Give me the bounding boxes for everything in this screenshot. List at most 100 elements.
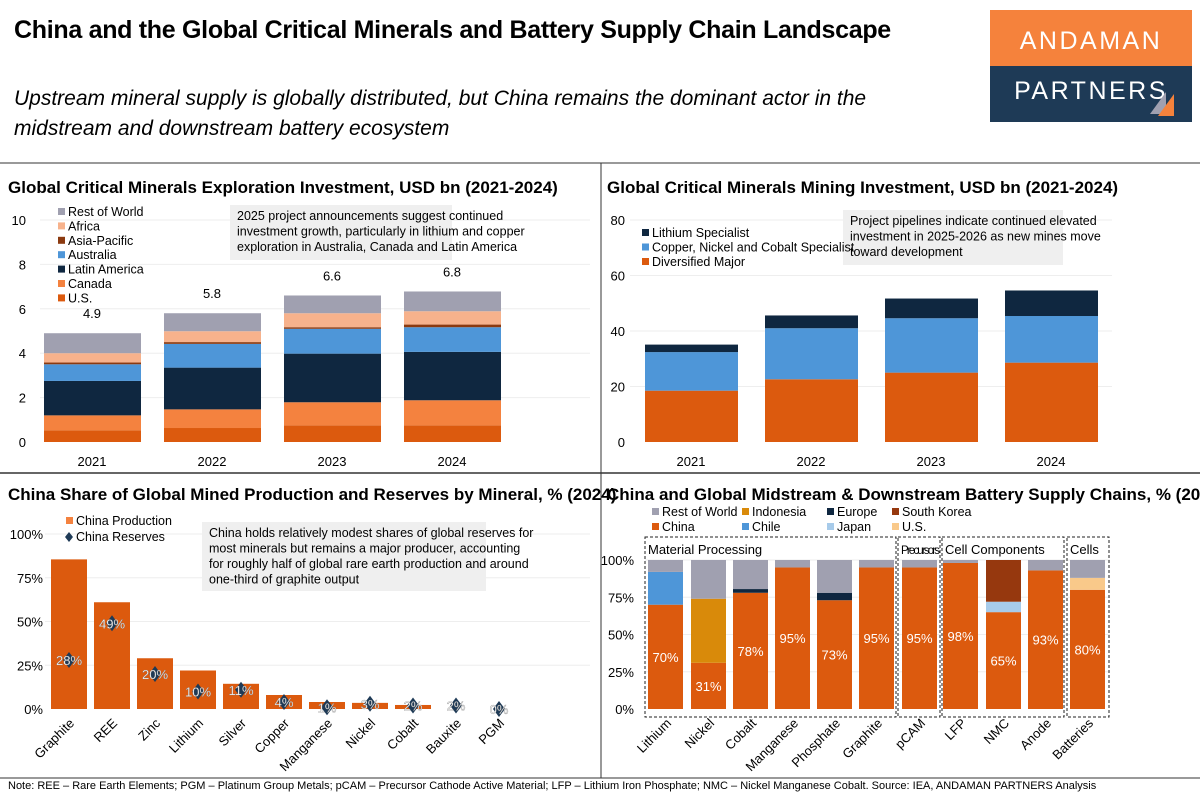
legend-swatch [66,517,73,524]
x-tick-label: 2021 [677,454,706,469]
total-label: 6.6 [323,268,341,283]
china-share-label: 78% [737,644,763,659]
bar-segment-africa [284,313,381,328]
bar-segment-australia [164,343,261,368]
x-tick-label: Copper [251,715,292,756]
legend-swatch [742,508,749,515]
bar-segment-africa [44,353,141,363]
annotation-text: 2025 project announcements suggest conti… [237,209,503,223]
reserves-label: 0% [490,702,509,717]
bar-segment-china [775,567,810,709]
china-share-label: 93% [1032,633,1058,648]
bar-segment-china [817,600,852,709]
x-tick-label: Bauxite [423,716,464,757]
annotation-box [843,210,1063,265]
legend-swatch [58,294,65,302]
reserves-label: 10% [185,685,211,700]
reserves-diamond [63,652,75,668]
x-tick-label: Graphite [31,716,77,762]
bar-segment-asia-pacific [44,362,141,365]
bar-segment-rest-of-world [648,560,683,572]
bar-segment-asia-pacific [284,327,381,329]
x-tick-label: 2022 [797,454,826,469]
group-label: Material Processing [648,542,762,557]
reserves-diamond [149,666,161,682]
annotation-text: one-third of graphite output [209,573,360,587]
x-tick-label: Lithium [166,716,206,756]
bar-segment-lithium-specialist [765,315,858,329]
y-tick-label: 50% [608,628,634,643]
chart4-battery-supply: 0% 25% 50% 75% 100% 70% Lithium 31% Nickel 78% Cob… [601,505,1110,774]
reserves-label: 2% [447,699,466,714]
x-tick-label: LFP [942,716,969,743]
legend-label: South Korea [902,505,972,519]
legend-swatch [58,265,65,273]
bar-segment-rest-of-world [859,560,894,568]
legend-label: Diversified Major [652,255,745,269]
china-share-label: 95% [906,631,932,646]
x-tick-label: 2021 [78,454,107,469]
bar-segment-rest-of-world [404,291,501,312]
bar-segment-u-s- [284,425,381,442]
bar-segment-rest-of-world [775,560,810,568]
annotation-text: most minerals but remains a major produc… [209,542,520,556]
bar-segment-australia [404,327,501,352]
bar-segment-japan [986,601,1021,613]
bar-segment-australia [284,328,381,354]
china-share-label: 95% [863,631,889,646]
bar-segment-africa [404,311,501,325]
bar-segment-south-korea [986,560,1021,602]
x-tick-label: Cobalt [384,715,421,752]
bar-segment-asia-pacific [404,324,501,328]
x-tick-label: NMC [981,716,1013,748]
x-tick-label: Nickel [342,715,378,751]
legend-label: U.S. [68,291,92,305]
x-tick-label: Lithium [634,716,674,756]
y-tick-label: 8 [19,257,26,272]
legend-label: China [662,520,695,534]
x-tick-label: 2022 [198,454,227,469]
annotation-text: toward development [850,245,963,259]
group-box [897,536,941,718]
bar-segment-u-s- [1070,577,1105,590]
legend-swatch [827,508,834,515]
x-tick-label: pCAM [892,716,928,752]
x-tick-label: REE [91,715,121,745]
x-tick-label: 2024 [1037,454,1066,469]
x-tick-label: Zinc [135,715,163,743]
y-tick-label: 100% [601,553,635,568]
chart2-title: Global Critical Minerals Mining Investme… [607,178,1118,197]
chart3-title: China Share of Global Mined Production a… [8,485,616,504]
china-share-label: 73% [821,648,847,663]
legend-label: China Production [76,514,172,528]
bar-segment-diversified-major [645,390,738,442]
reserves-label: 3% [361,697,380,712]
chart2-mining: 0 20 40 60 80 Project pipelines indicate cont… [611,210,1112,469]
y-tick-label: 75% [17,571,43,586]
y-tick-label: 40 [611,324,625,339]
bar-segment-china [859,567,894,709]
legend-diamond [65,532,73,542]
reserves-label: 4% [275,695,294,710]
bar-segment-china [1070,589,1105,709]
reserves-diamond [321,699,333,716]
bar-segment-asia-pacific [164,342,261,344]
x-tick-label: Anode [1017,716,1054,753]
legend-label: Chile [752,520,781,534]
y-tick-label: 25% [608,665,634,680]
legend-label: Lithium Specialist [652,226,750,240]
annotation-text: Project pipelines indicate continued ele… [850,214,1097,228]
chart1-exploration: 0 2 4 6 8 10 2025 project announcements sugges… [12,205,590,469]
y-tick-label: 80 [611,213,625,228]
bar-segment-china [648,604,683,709]
bar-segment-diversified-major [885,372,978,442]
bar-segment-u-s- [164,428,261,442]
legend-swatch [642,229,649,236]
sail-icon [1150,92,1174,116]
bar-segment-latin-america [44,380,141,416]
y-tick-label: 0 [618,435,625,450]
bar-segment-lithium-specialist [645,344,738,353]
group-box [941,536,1065,718]
bar-segment-rest-of-world [1028,560,1063,571]
group-label: Cell Components [945,542,1045,557]
